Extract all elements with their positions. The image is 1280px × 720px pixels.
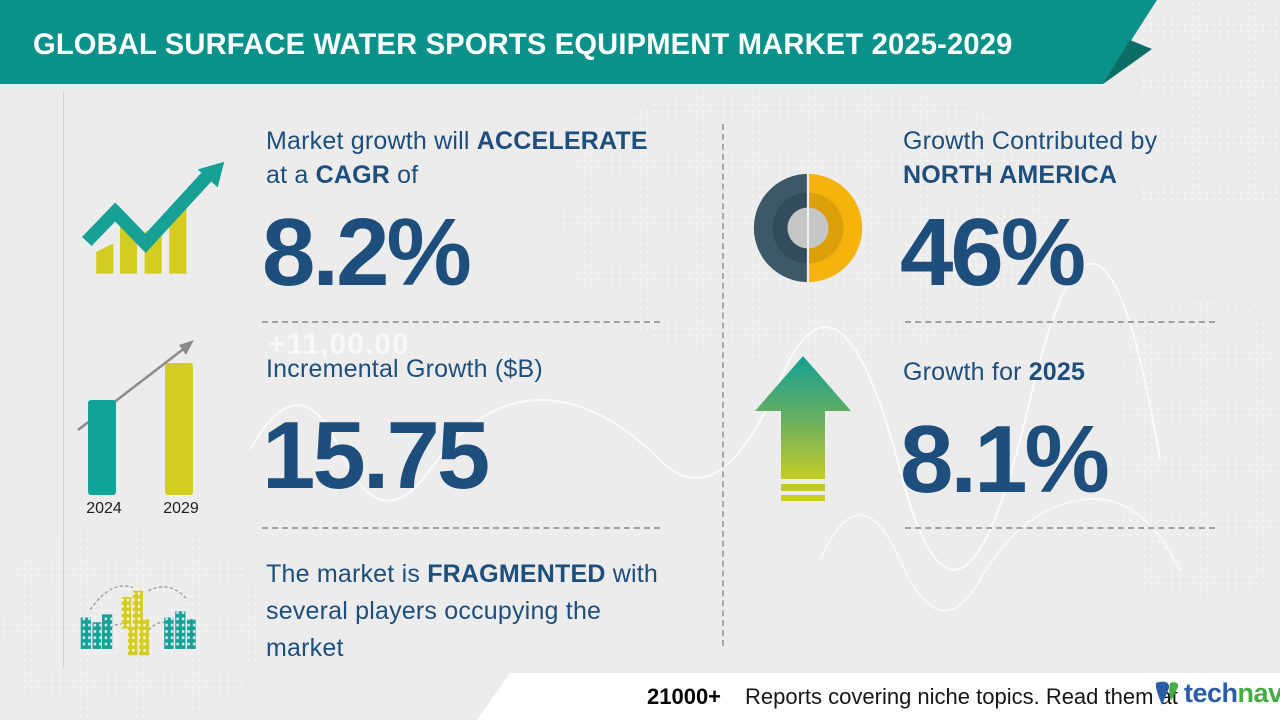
bar-year-label-2024: 2024 — [86, 500, 122, 517]
fragmentation-buildings-icon — [80, 585, 196, 656]
yoy-caption: Growth for 2025 — [903, 355, 1085, 389]
page-title: GLOBAL SURFACE WATER SPORTS EQUIPMENT MA… — [33, 28, 1013, 61]
region-caption: Growth Contributed by NORTH AMERICA — [903, 124, 1157, 192]
technavio-logo: technavio™ — [1155, 679, 1280, 707]
left-edge-guide-line — [63, 92, 64, 668]
bar-year-label-2029: 2029 — [163, 500, 199, 517]
bg-dot-pattern — [1140, 0, 1280, 200]
region-value: 46% — [900, 199, 1086, 306]
footer-report-count: 21000+ — [647, 684, 722, 709]
region-caption-line2: NORTH AMERICA — [903, 161, 1118, 189]
divider-right-1 — [905, 321, 1215, 323]
technavio-logo-icon — [1155, 681, 1179, 705]
header-ribbon — [0, 0, 1157, 84]
fragmentation-rest: with several players occupying the marke… — [266, 560, 658, 662]
divider-left-1 — [262, 321, 660, 323]
region-caption-line1: Growth Contributed by — [903, 127, 1158, 155]
cagr-caption-accelerate: ACCELERATE — [476, 127, 648, 155]
fragmentation-caption: The market is FRAGMENTED with several pl… — [266, 556, 680, 667]
brand-tech: tech — [1184, 677, 1238, 708]
yoy-caption-normal: Growth for — [903, 358, 1022, 386]
footer-band — [477, 673, 1280, 720]
incremental-bars-icon — [77, 340, 194, 495]
divider-right-2 — [905, 527, 1215, 529]
yoy-value: 8.1% — [900, 406, 1110, 513]
bg-watermark-number: +11,00.00 — [268, 328, 410, 361]
bg-dot-pattern — [1120, 300, 1280, 600]
incremental-growth-label: Incremental Growth ($B) — [266, 355, 543, 383]
footer-tagline: Reports covering niche topics. Read them… — [745, 684, 1178, 709]
incremental-growth-value: 15.75 — [262, 402, 490, 509]
cagr-caption-of: of — [397, 161, 419, 189]
center-dashed-divider — [722, 124, 724, 646]
cagr-caption-normal: Market growth will — [266, 127, 477, 155]
fragmentation-keyword: FRAGMENTED — [427, 560, 606, 588]
cagr-caption: Market growth will ACCELERATE at a CAGR o… — [266, 124, 648, 192]
brand-navio: navio — [1237, 677, 1280, 708]
yoy-caption-year: 2025 — [1028, 358, 1086, 386]
fragmentation-pre: The market is — [266, 560, 428, 588]
growth-trend-icon — [82, 161, 225, 274]
up-arrow-icon — [755, 356, 851, 501]
cagr-caption-cagr: CAGR — [315, 161, 391, 189]
cagr-caption-ata: at a — [266, 161, 316, 189]
divider-left-2 — [262, 527, 660, 529]
cagr-value: 8.2% — [262, 199, 472, 306]
donut-chart-icon — [753, 173, 863, 283]
